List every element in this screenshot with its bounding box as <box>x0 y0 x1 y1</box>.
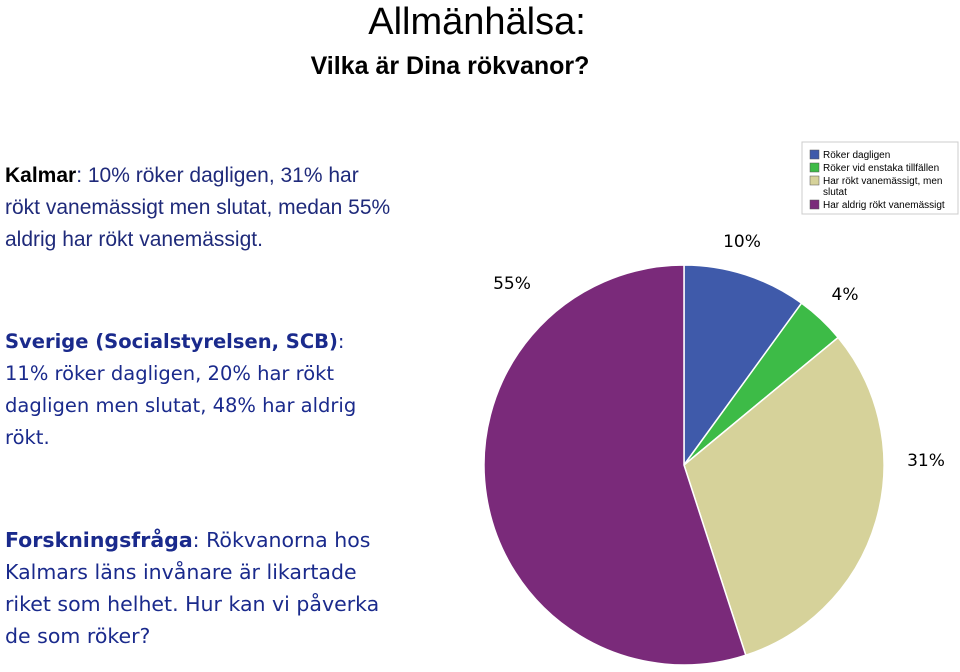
pie-slice-4 <box>483 264 747 666</box>
slice-label-4: 55% <box>493 274 531 294</box>
legend-swatch-2 <box>809 162 820 173</box>
slice-label-3: 31% <box>907 451 945 471</box>
slice-label-2: 4% <box>832 285 859 305</box>
page-subtitle: Vilka är Dina rökvanor? <box>310 52 590 80</box>
pie-slice-3 <box>683 336 885 657</box>
kalmar-label: Kalmar <box>5 164 77 187</box>
slice-label-1: 10% <box>723 232 761 252</box>
legend-label-2: Röker vid enstaka tillfällen <box>823 163 939 174</box>
forskning-text: : Rökvanorna hos Kalmars läns invånare ä… <box>5 528 380 648</box>
sverige-text: : 11% röker dagligen, 20% har rökt dagli… <box>5 330 357 449</box>
sverige-paragraph: Sverige (Socialstyrelsen, SCB): 11% röke… <box>5 326 390 454</box>
legend-label-1: Röker dagligen <box>823 150 890 161</box>
legend-box <box>801 141 959 215</box>
forskning-paragraph: Forskningsfråga: Rökvanorna hos Kalmars … <box>5 524 390 652</box>
kalmar-paragraph: Kalmar: 10% röker dagligen, 31% har rökt… <box>5 160 395 256</box>
legend-label-4: Har aldrig rökt vanemässigt <box>823 200 945 211</box>
pie-slices <box>483 264 885 666</box>
legend-swatch-4 <box>809 199 820 210</box>
kalmar-text: : 10% röker dagligen, 31% har rökt vanem… <box>5 164 391 251</box>
sverige-label: Sverige (Socialstyrelsen, SCB) <box>5 330 338 353</box>
pie-slice-labels: 10% 4% 31% 55% <box>493 232 945 471</box>
legend-label-3: Har rökt vanemässigt, men slutat <box>823 176 943 198</box>
page-title: Allmänhälsa: <box>368 1 586 43</box>
legend-swatch-3 <box>809 175 820 186</box>
forskning-label: Forskningsfråga <box>5 528 193 552</box>
pie-slice-1 <box>683 264 803 468</box>
legend-swatch-1 <box>809 149 820 160</box>
chart-legend: Röker dagligen Röker vid enstaka tillfäll… <box>801 141 959 215</box>
